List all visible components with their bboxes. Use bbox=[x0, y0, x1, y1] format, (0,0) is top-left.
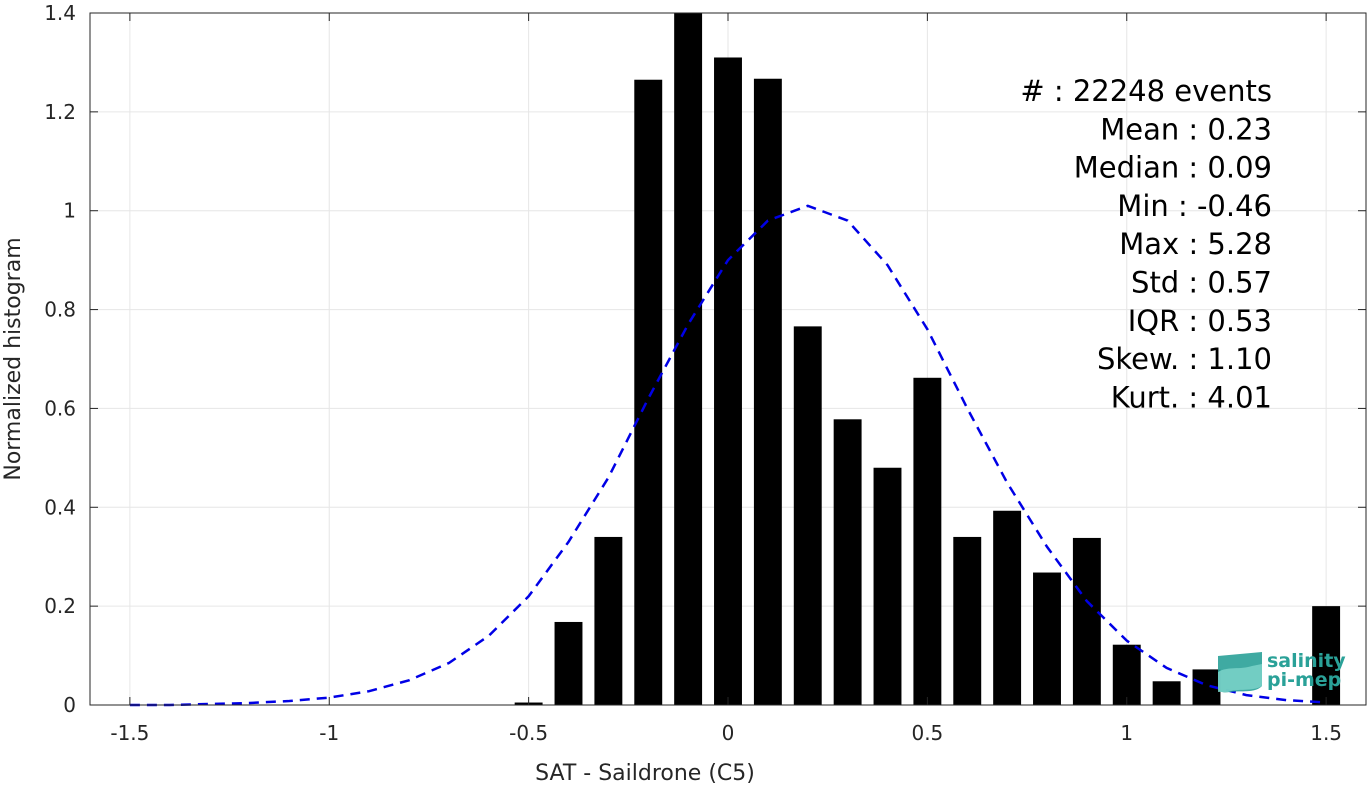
salinity-pi-mep-logo: salinity pi-mep bbox=[1218, 650, 1346, 693]
histogram-bar bbox=[634, 79, 663, 705]
axis-ticks bbox=[90, 12, 1366, 706]
x-tick-label: 1.5 bbox=[1310, 721, 1342, 745]
histogram-bar bbox=[594, 536, 623, 705]
y-tick-label: 0 bbox=[63, 693, 76, 717]
stat-row: Kurt. : 4.01 bbox=[1111, 380, 1272, 414]
y-tick-label: 1.4 bbox=[44, 1, 76, 25]
y-tick-label: 0.8 bbox=[44, 298, 76, 322]
histogram-bar bbox=[993, 510, 1022, 705]
x-tick-label: 0.5 bbox=[911, 721, 943, 745]
histogram-bar bbox=[833, 419, 862, 705]
x-axis-title: SAT - Saildrone (C5) bbox=[535, 761, 755, 785]
stat-row: Skew. : 1.10 bbox=[1097, 342, 1272, 376]
y-tick-label: 1 bbox=[63, 199, 76, 223]
histogram-bar bbox=[1072, 537, 1101, 705]
histogram-bars bbox=[514, 13, 1341, 706]
histogram-bar bbox=[554, 621, 583, 705]
stat-row: Median : 0.09 bbox=[1074, 151, 1272, 185]
histogram-bar bbox=[1112, 644, 1141, 705]
histogram-bar bbox=[714, 57, 742, 705]
histogram-bar bbox=[674, 13, 703, 705]
logo-text-line2: pi-mep bbox=[1267, 669, 1341, 691]
histogram-bar bbox=[1033, 572, 1061, 705]
histogram-bar bbox=[1312, 606, 1341, 705]
y-tick-label: 0.6 bbox=[44, 396, 76, 420]
histogram-bar bbox=[953, 536, 982, 705]
histogram-bar bbox=[913, 377, 942, 705]
stat-row: # : 22248 events bbox=[1020, 74, 1272, 108]
axis-tick-labels: -1.5 -1 -0.5 0 0.5 1 1.5 0 0.2 0.4 0.6 0.8 1 1.2 1.4 bbox=[44, 1, 1342, 745]
x-tick-label: 0 bbox=[722, 721, 735, 745]
logo-wave-icon-light bbox=[1218, 664, 1262, 692]
y-tick-label: 0.2 bbox=[44, 594, 76, 618]
x-tick-label: -1.5 bbox=[110, 721, 149, 745]
stat-row: IQR : 0.53 bbox=[1128, 304, 1272, 338]
stat-row: Max : 5.28 bbox=[1119, 227, 1272, 261]
x-tick-label: 1 bbox=[1120, 721, 1133, 745]
gaussian-fit-curve bbox=[129, 204, 1327, 707]
y-tick-label: 0.4 bbox=[44, 495, 76, 519]
x-tick-label: -1 bbox=[319, 721, 339, 745]
stat-row: Std : 0.57 bbox=[1131, 266, 1272, 300]
stat-row: Mean : 0.23 bbox=[1100, 112, 1272, 146]
x-tick-label: -0.5 bbox=[509, 721, 548, 745]
statistics-box: # : 22248 events Mean : 0.23 Median : 0.09… bbox=[1020, 74, 1272, 414]
histogram-bar bbox=[793, 326, 822, 705]
histogram-bar bbox=[1152, 681, 1181, 705]
y-axis-title: Normalized histogram bbox=[1, 237, 26, 480]
logo-text-line1: salinity bbox=[1267, 650, 1346, 672]
y-tick-label: 1.2 bbox=[44, 100, 76, 124]
histogram-bar bbox=[753, 78, 782, 706]
stat-row: Min : -0.46 bbox=[1117, 189, 1272, 223]
histogram-bar bbox=[873, 467, 902, 705]
